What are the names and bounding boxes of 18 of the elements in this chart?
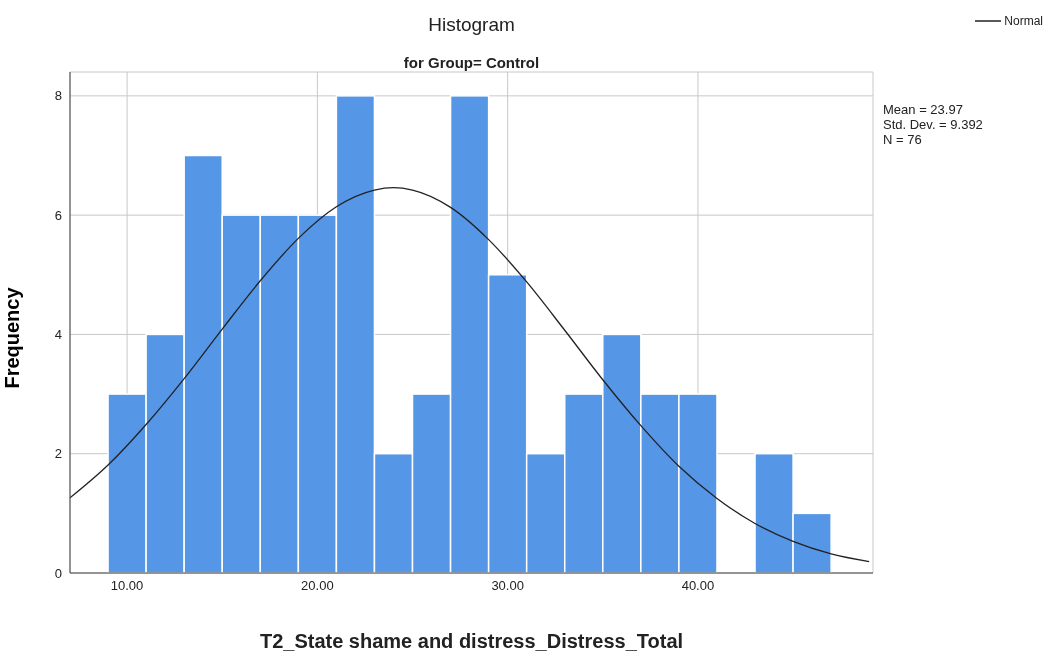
y-tick-label: 4 (54, 327, 62, 343)
line-series (70, 187, 870, 563)
text: Std. Dev. = 9.392 (883, 117, 983, 132)
text: N = 76 (883, 132, 923, 147)
y-tick-label: 0 (54, 565, 62, 581)
chart-title: Histogram (427, 14, 516, 36)
x-tick-label: 10.00 (110, 578, 144, 594)
y-axis-title: Frequency (0, 286, 24, 389)
chart-subtitle: for Group= Control (402, 54, 541, 71)
text: Mean = 23.97 (883, 102, 964, 117)
x-axis-title: T2_State shame and distress_Distress_Total (258, 630, 685, 653)
y-tick-label: 2 (54, 446, 62, 462)
y-tick-label: 6 (54, 207, 62, 223)
x-tick-label: 40.00 (681, 578, 715, 594)
y-tick-label: 8 (54, 88, 62, 104)
x-tick-label: 20.00 (301, 578, 334, 594)
legend-label: Normal (1004, 14, 1043, 28)
x-tick-label: 30.00 (491, 578, 524, 594)
